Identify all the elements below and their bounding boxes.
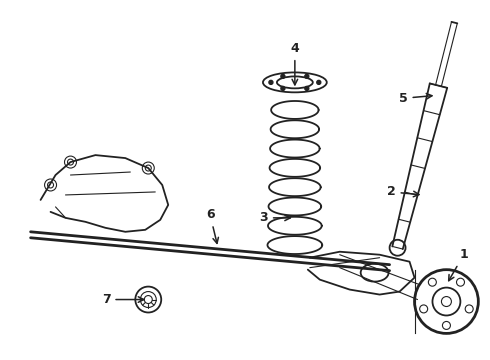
Text: 6: 6	[206, 208, 219, 243]
Text: 5: 5	[399, 92, 432, 105]
Text: 2: 2	[387, 185, 419, 198]
Text: 3: 3	[259, 211, 291, 224]
Circle shape	[281, 86, 285, 90]
Circle shape	[281, 75, 285, 78]
Circle shape	[269, 80, 273, 84]
Circle shape	[317, 80, 321, 84]
Circle shape	[305, 75, 309, 78]
Circle shape	[305, 86, 309, 90]
Text: 7: 7	[101, 293, 144, 306]
Text: 1: 1	[449, 248, 468, 281]
Text: 4: 4	[291, 42, 299, 85]
